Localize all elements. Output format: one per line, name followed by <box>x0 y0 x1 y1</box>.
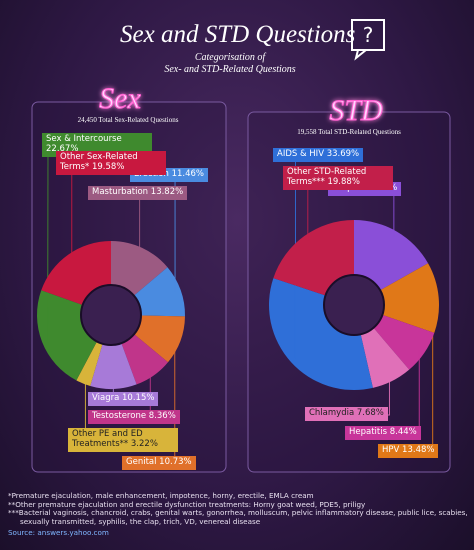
slice <box>360 327 410 388</box>
value-label: 13.48% <box>402 445 435 455</box>
value-label: 11.46% <box>171 169 204 179</box>
chart-subtitle: 24,450 Total Sex-Related Questions <box>78 116 179 124</box>
category-label: Masturbation <box>92 187 149 197</box>
data-label: Other PE and ED Treatments** 3.22% <box>68 428 178 452</box>
footnote: ***Bacterial vaginosis, chancroid, crabs… <box>8 508 468 526</box>
category-label: AIDS & HIV <box>277 149 325 159</box>
slice <box>354 220 429 291</box>
category-label: Testosterone <box>92 411 147 421</box>
value-label: 33.69% <box>326 149 360 159</box>
footnote: **Other premature ejaculation and erecti… <box>8 499 366 509</box>
chart-subtitle: 19,558 Total STD-Related Questions <box>297 128 401 136</box>
category-label: Other STD-Related Terms*** <box>287 167 367 187</box>
data-label: Other Sex-Related Terms* 19.58% <box>56 151 166 175</box>
data-label: Other STD-Related Terms*** 19.88% <box>283 166 393 190</box>
value-label: 19.58% <box>91 161 125 172</box>
subtitle: Sex- and STD-Related Questions <box>164 64 295 75</box>
category-label: Hepatitis <box>349 427 388 437</box>
value-label: 10.15% <box>122 393 155 403</box>
data-label: Chlamydia 7.68% <box>305 407 388 421</box>
category-label: Other PE and ED Treatments** <box>72 429 143 449</box>
data-label: Sex & Intercourse 22.67% <box>42 133 152 157</box>
value-label: 22.67% <box>46 143 79 154</box>
category-label: Chlamydia <box>309 408 355 418</box>
data-label: AIDS & HIV 33.69% <box>273 148 364 162</box>
title-icon-tail <box>354 49 367 61</box>
donut-hole <box>323 274 385 336</box>
data-label: Genital 10.73% <box>122 456 196 470</box>
slice <box>111 241 168 296</box>
title-icon-box <box>351 19 385 51</box>
value-label: 3.22% <box>130 438 158 449</box>
slice <box>380 263 439 333</box>
title-icon: ? <box>363 23 374 47</box>
slice <box>269 278 373 391</box>
category-label: Genital <box>126 457 157 467</box>
value-label: 10.73% <box>159 457 192 467</box>
source: Source: answers.yahoo.com <box>8 527 109 537</box>
category-label: Viagra <box>92 393 120 403</box>
data-label: HPV 13.48% <box>378 444 439 458</box>
footnotes: *Premature ejaculation, male enhancement… <box>8 491 468 537</box>
value-label: 8.44% <box>389 427 417 437</box>
slice <box>76 341 103 387</box>
value-label: 13.82% <box>150 187 184 197</box>
slice <box>37 290 97 381</box>
category-label: Sex & Intercourse <box>46 134 122 144</box>
data-label: Viagra 10.15% <box>88 392 159 406</box>
slice <box>133 267 185 317</box>
slice <box>273 220 354 296</box>
value-label: 19.88% <box>327 176 360 187</box>
footnote: *Premature ejaculation, male enhancement… <box>8 491 314 500</box>
data-label: Testosterone 8.36% <box>88 410 180 424</box>
slice <box>90 343 137 389</box>
slice <box>121 334 168 385</box>
value-label: 8.36% <box>148 411 176 421</box>
title: Sex and STD Questions <box>120 21 355 48</box>
value-label: 7.68% <box>356 408 384 418</box>
category-label: Other Sex-Related Terms* <box>60 152 138 172</box>
slice <box>134 315 185 363</box>
slice <box>41 241 111 305</box>
chart-title: STD <box>329 94 383 127</box>
data-label: Masturbation 13.82% <box>88 186 188 200</box>
subtitle: Categorisation of <box>195 52 267 63</box>
category-label: HPV <box>382 445 400 455</box>
donut-hole <box>80 284 142 346</box>
chart-title: Sex <box>99 82 141 115</box>
data-label: Hepatitis 8.44% <box>345 426 421 440</box>
